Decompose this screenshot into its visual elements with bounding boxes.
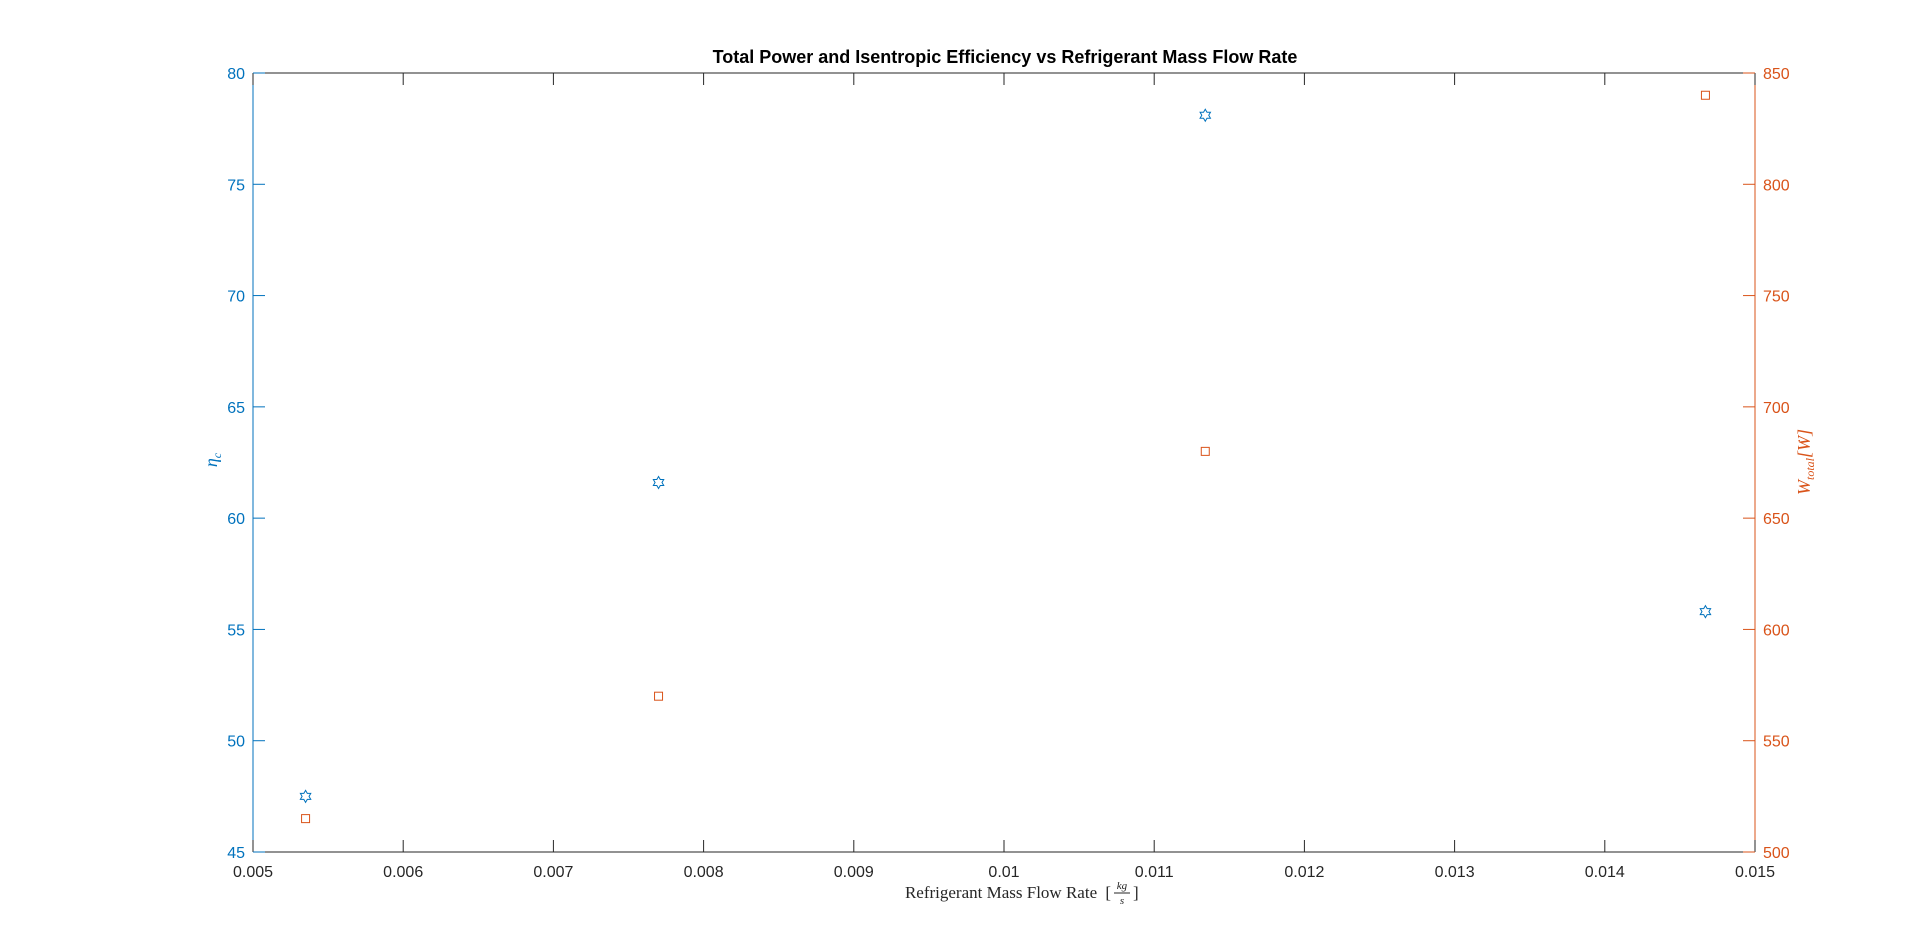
y-left-axis-label-symbol: η [201,458,221,467]
y-left-tick-label: 70 [227,289,245,306]
x-axis-label-text: Refrigerant Mass Flow Rate [905,883,1097,902]
y-left-tick-label: 50 [227,734,245,751]
x-tick-label: 0.005 [233,864,273,881]
y-left-tick-label: 65 [227,400,245,417]
x-tick-label: 0.009 [834,864,874,881]
y-right-tick-label: 550 [1763,734,1790,751]
x-tick-label: 0.006 [383,864,423,881]
x-tick-label: 0.012 [1284,864,1324,881]
y-left-tick-label: 75 [227,177,245,194]
y-right-tick-label: 800 [1763,177,1790,194]
svg-text:Wtotal[W]: Wtotal[W] [1794,429,1817,495]
x-axis-unit-denominator: s [1120,895,1124,907]
data-point-efficiency [299,789,312,804]
y-right-tick-label: 650 [1763,511,1790,528]
x-axis-unit-fraction: kg s ] [1114,880,1139,907]
data-point-efficiency [652,475,665,490]
y-left-axis-label-sub: c [210,452,224,458]
data-point-power [654,691,664,701]
y-right-axis-label: Wtotal[W] [1794,429,1817,495]
x-axis-label: Refrigerant Mass Flow Rate [ [905,883,1111,902]
x-tick-label: 0.014 [1585,864,1625,881]
x-axis-unit-numerator: kg [1117,880,1128,892]
x-tick-label: 0.015 [1735,864,1775,881]
y-right-tick-label: 750 [1763,289,1790,306]
y-right-tick-label: 700 [1763,400,1790,417]
y-right-axis-label-dot: · [1793,438,1808,443]
data-point-power [1700,90,1710,100]
y-left-tick-label: 60 [227,511,245,528]
y-right-axis-label-symbol: W [1794,478,1814,495]
data-point-power [1200,446,1210,456]
y-right-tick-label: 500 [1763,845,1790,862]
y-right-tick-label: 600 [1763,622,1790,639]
x-tick-label: 0.01 [988,864,1019,881]
y-right-axis-label-unit: [W] [1794,429,1814,458]
y-left-tick-label: 80 [227,66,245,83]
x-tick-label: 0.011 [1135,864,1174,881]
data-point-efficiency [1699,604,1712,619]
y-right-tick-label: 850 [1763,66,1790,83]
x-tick-label: 0.013 [1435,864,1475,881]
x-tick-label: 0.008 [684,864,724,881]
x-tick-label: 0.007 [533,864,573,881]
y-right-axis-label-sub: total [1803,457,1817,480]
svg-text:ηc: ηc [201,452,224,467]
y-left-tick-label: 45 [227,845,245,862]
y-left-tick-label: 55 [227,622,245,639]
data-point-power [301,814,311,824]
data-marks [299,90,1712,824]
chart-title: Total Power and Isentropic Efficiency vs… [713,47,1298,67]
x-axis-unit-open: [ [1105,883,1111,902]
ticks: 0.005 0.006 0.007 0.008 0.009 0.01 0.011 0.012 0… [227,66,1790,881]
data-point-efficiency [1199,108,1212,123]
y-left-axis-label: ηc [201,452,224,467]
x-axis-unit-close: ] [1133,883,1139,902]
